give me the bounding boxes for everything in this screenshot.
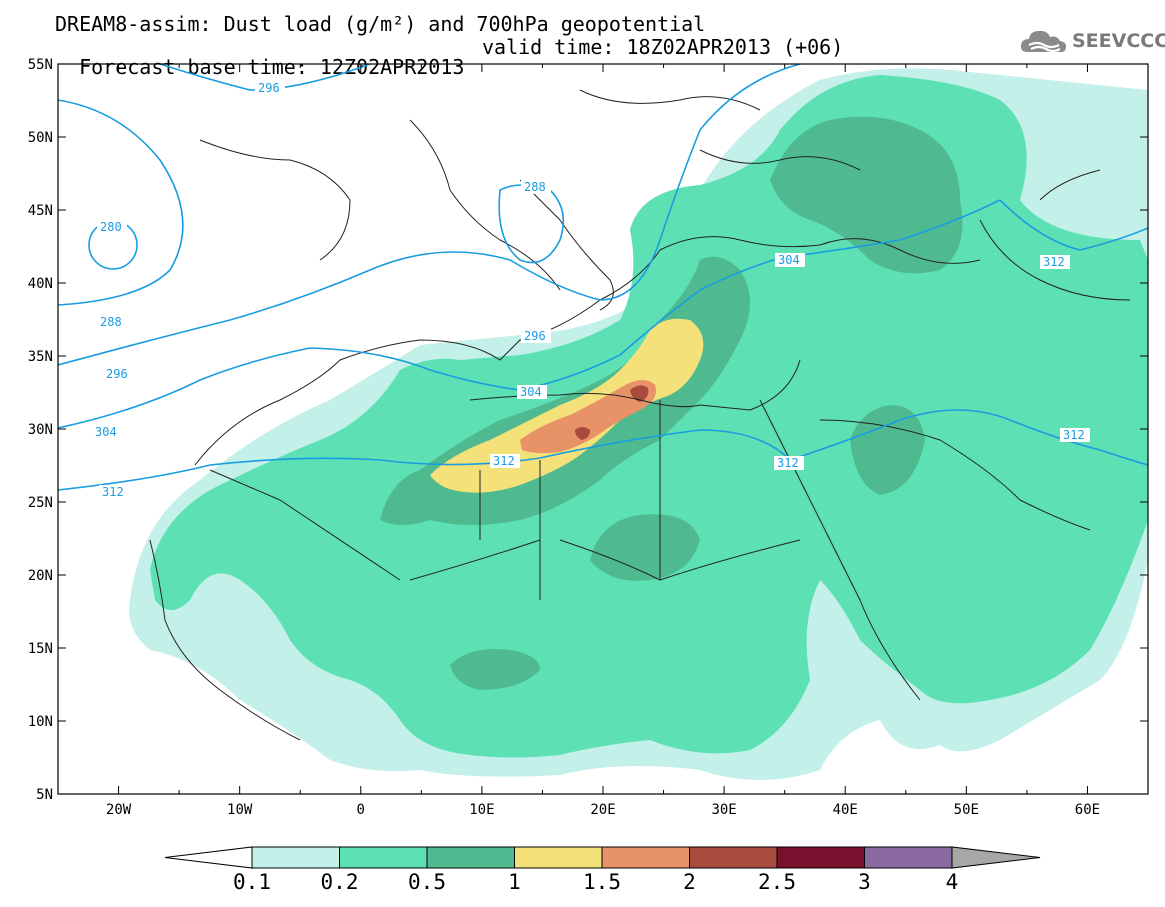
lon-label: 40E [833,802,858,818]
colorbar-swatch [776,846,865,869]
lat-label: 20N [28,568,53,584]
dust-level-0-5 [770,116,963,274]
base-time: Forecast base time: 12Z02APR2013 [79,55,465,79]
lat-label: 10N [28,714,53,730]
lat-label: 35N [28,349,53,365]
lat-label: 50N [28,130,53,146]
contour-label: 304 [517,385,547,399]
svg-text:296: 296 [106,367,128,381]
svg-text:312: 312 [102,485,124,499]
dust-level-1-5 [520,380,656,454]
lat-label: 15N [28,641,53,657]
lon-label: 20W [106,802,132,818]
dust-level-0-5 [850,405,925,495]
longitude-axis: 20W 10W 0 10E 20E 30E 40E 50E 60E [57,64,1149,818]
contour-label: 296 [521,329,551,343]
colorbar-label: 0.1 [233,870,271,894]
dust-level-2 [575,427,590,440]
contour-label: 312 [490,454,520,468]
dust-level-2 [630,385,649,402]
geopotential-contours [58,64,1148,491]
colorbar-label: 2.5 [758,870,796,894]
colorbar-label: 1.5 [583,870,621,894]
svg-text:312: 312 [1063,428,1085,442]
valid-time: valid time: 18Z02APR2013 (+06) [482,35,844,59]
svg-text:296: 296 [524,329,546,343]
logo-text: SEEVCCC [1072,30,1165,52]
svg-text:296: 296 [258,81,280,95]
colorbar-swatch [601,846,690,869]
latitude-axis: 55N 50N 45N 40N 35N 30N 25N 20N 15N 10N 5N [28,57,1148,803]
lon-label: 0 [357,802,365,818]
contour-labels: 296 280 288 288 296 296 304 304 304 312 … [92,81,1090,499]
contour-label: 296 [103,367,133,381]
colorbar-high-arrow [951,846,1041,869]
dust-level-0-5 [590,514,700,581]
svg-text:304: 304 [95,425,117,439]
svg-text:304: 304 [778,253,800,267]
contour-label: 304 [92,425,122,439]
colorbar: 0.1 0.2 0.5 1 1.5 2 2.5 3 4 [164,846,1041,894]
colorbar-swatch [251,846,340,869]
cloud-icon [1020,30,1067,53]
colorbar-swatch [514,846,603,869]
contour-label: 304 [775,253,805,267]
lon-label: 10W [227,802,253,818]
svg-text:288: 288 [100,315,122,329]
colorbar-swatch [864,846,953,869]
lat-label: 40N [28,276,53,292]
svg-text:312: 312 [777,456,799,470]
dust-level-0-5 [450,649,540,690]
colorbar-swatch [426,846,515,869]
contour-label: 288 [97,315,127,329]
lat-label: 25N [28,495,53,511]
lat-label: 30N [28,422,53,438]
colorbar-swatch [689,846,778,869]
lon-label: 20E [590,802,615,818]
colorbar-label: 4 [946,870,959,894]
lon-label: 30E [711,802,736,818]
lat-label: 5N [36,787,53,803]
contour-label: 296 [255,81,285,95]
svg-text:280: 280 [100,220,122,234]
contour-label: 312 [1040,255,1070,269]
map-title: DREAM8-assim: Dust load (g/m²) and 700hP… [55,12,706,36]
contour-label: 312 [774,456,804,470]
lon-label: 50E [954,802,979,818]
colorbar-label: 2 [683,870,696,894]
lat-label: 45N [28,203,53,219]
svg-text:288: 288 [524,180,546,194]
colorbar-label: 1 [508,870,521,894]
colorbar-label: 0.5 [408,870,446,894]
contour-label: 312 [1060,428,1090,442]
lon-label: 60E [1075,802,1100,818]
contour-label: 288 [521,180,551,194]
contour-label: 312 [99,485,129,499]
lon-label: 10E [469,802,494,818]
svg-text:312: 312 [1043,255,1065,269]
seevccc-logo: SEEVCCC [1018,24,1165,60]
svg-text:304: 304 [520,385,542,399]
colorbar-label: 3 [858,870,871,894]
colorbar-label: 0.2 [321,870,359,894]
map-field [129,68,1148,780]
colorbar-low-arrow [164,846,253,869]
forecast-times: Forecast base time: 12Z02APR2013 valid t… [55,37,843,97]
lat-label: 55N [28,57,53,73]
dust-level-1 [430,318,704,493]
svg-text:312: 312 [493,454,515,468]
colorbar-swatch [339,846,428,869]
contour-label: 280 [97,220,127,234]
